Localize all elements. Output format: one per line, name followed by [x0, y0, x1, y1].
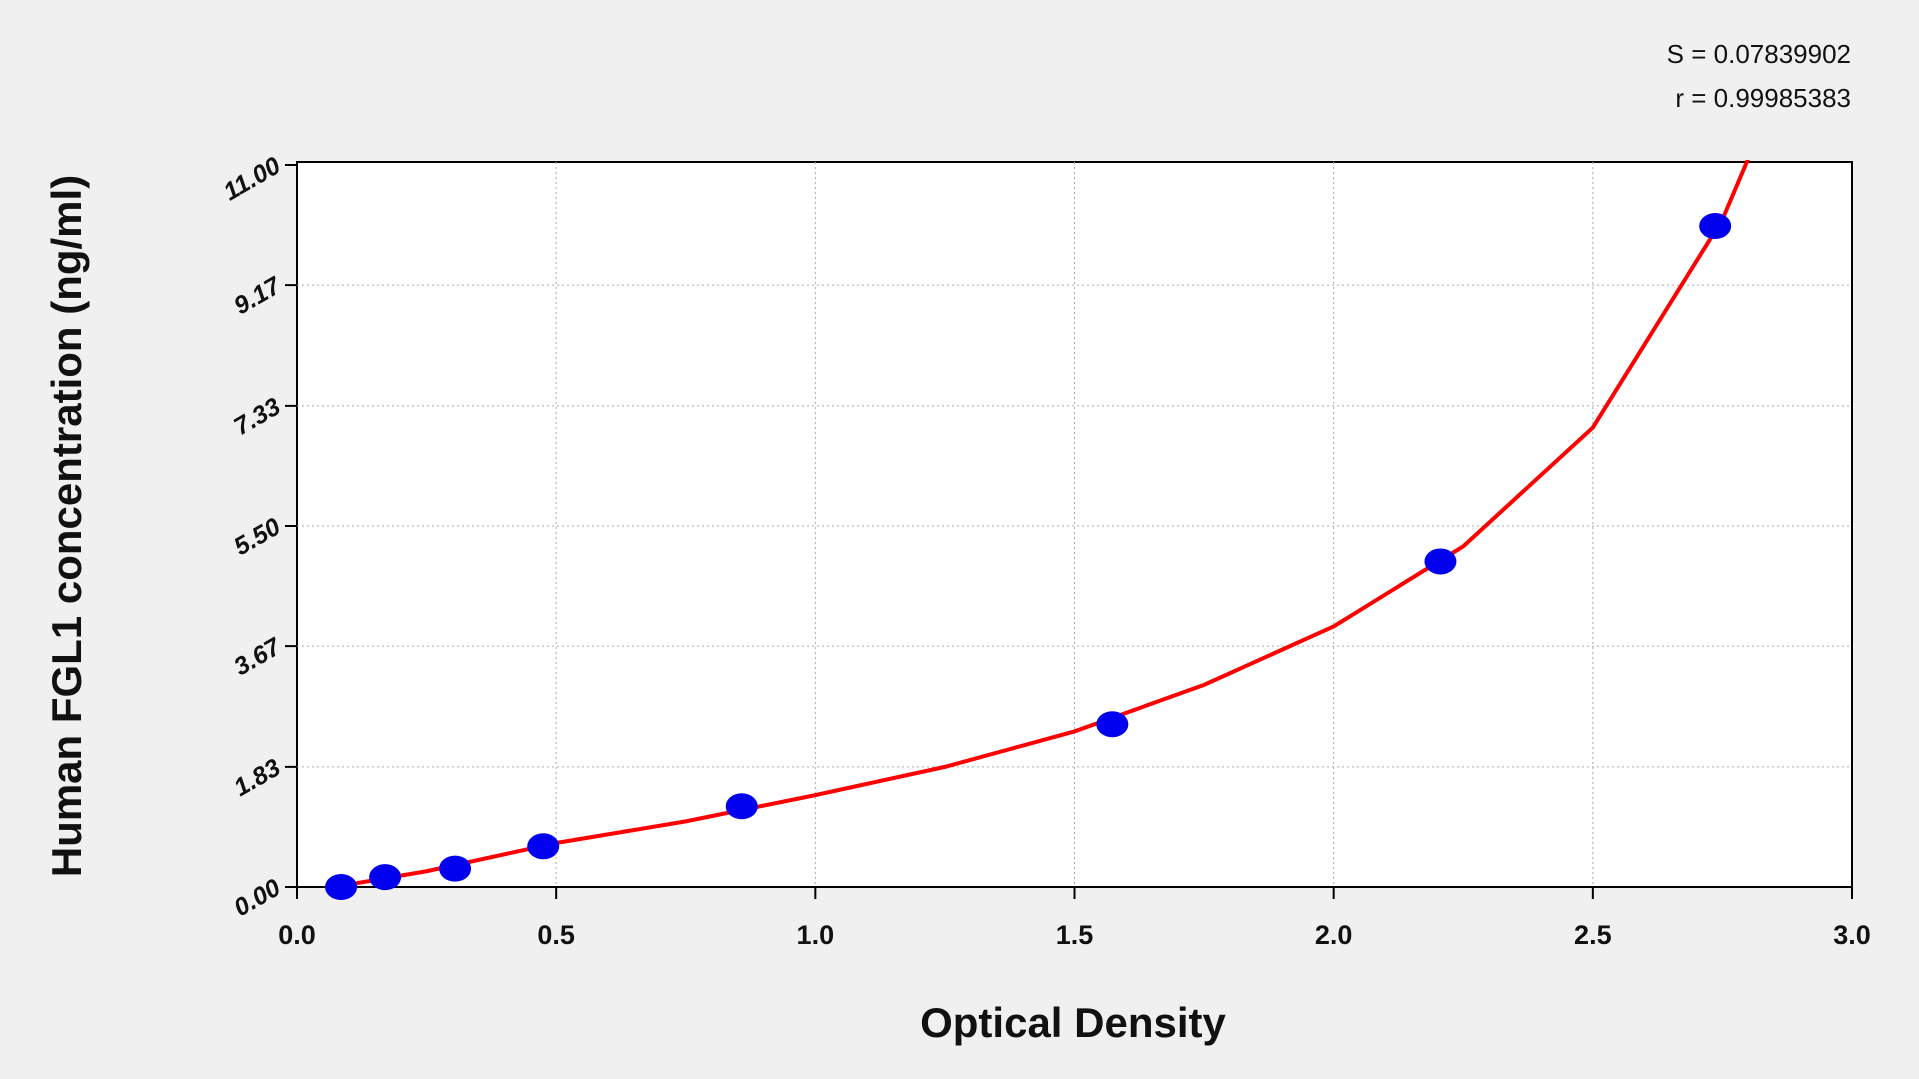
- y-tick-label: 11.00: [219, 152, 286, 207]
- x-tick-label: 1.5: [1056, 920, 1094, 950]
- y-tick-label: 1.83: [229, 754, 285, 803]
- y-tick-label: 3.67: [229, 632, 286, 681]
- annotation: S = 0.07839902: [1667, 39, 1851, 69]
- y-tick-label: 9.17: [229, 271, 286, 320]
- x-tick-label: 2.0: [1315, 920, 1353, 950]
- x-tick-label: 1.0: [797, 920, 835, 950]
- annotation: r = 0.99985383: [1675, 83, 1851, 113]
- data-point: [439, 855, 472, 882]
- y-tick-label: 7.33: [229, 393, 285, 442]
- y-axis-title: Human FGL1 concentration (ng/ml): [43, 175, 90, 877]
- data-point: [369, 864, 402, 891]
- x-tick-label: 2.5: [1574, 920, 1612, 950]
- data-point: [527, 833, 560, 860]
- x-tick-label: 0.0: [278, 920, 316, 950]
- data-point: [1699, 213, 1732, 240]
- data-point: [725, 793, 758, 820]
- data-point: [1424, 548, 1457, 575]
- x-tick-label: 0.5: [537, 920, 575, 950]
- y-tick-label: 5.50: [229, 513, 285, 562]
- data-point: [1096, 711, 1129, 738]
- x-tick-label: 3.0: [1833, 920, 1871, 950]
- data-point: [325, 874, 358, 900]
- y-tick-label: 0.00: [229, 874, 285, 923]
- x-axis-title: Optical Density: [920, 999, 1226, 1046]
